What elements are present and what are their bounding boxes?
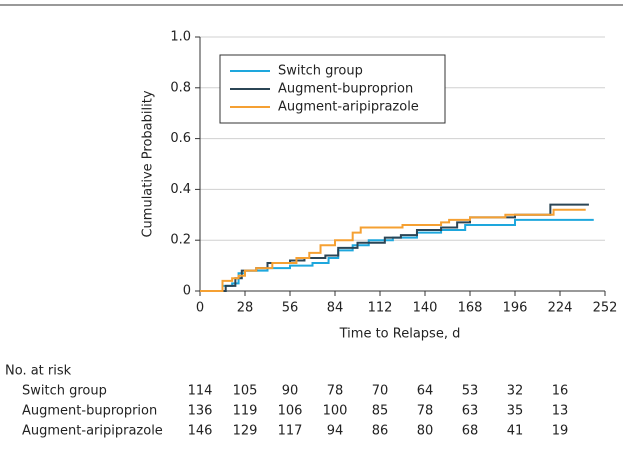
risk-count: 119 [233,404,258,419]
risk-count: 32 [507,384,524,399]
y-tick-label: 0.6 [170,131,191,146]
legend-label: Augment-buproprion [278,82,413,97]
risk-count: 64 [417,384,434,399]
risk-count: 100 [323,404,348,419]
risk-count: 106 [278,404,303,419]
risk-count: 78 [417,404,434,419]
x-tick-label: 168 [458,301,483,316]
risk-count: 136 [188,404,213,419]
risk-count: 63 [462,404,479,419]
risk-table-title: No. at risk [5,364,72,379]
risk-count: 80 [417,424,434,439]
risk-count: 68 [462,424,479,439]
series-line [200,218,594,292]
legend-label: Augment-aripiprazole [278,100,419,115]
y-tick-label: 0.4 [170,182,191,197]
x-tick-label: 224 [548,301,573,316]
risk-count: 117 [278,424,303,439]
risk-count: 114 [188,384,213,399]
x-tick-label: 84 [327,301,344,316]
risk-row-label: Augment-buproprion [22,404,157,419]
risk-count: 16 [552,384,569,399]
risk-count: 90 [282,384,299,399]
y-tick-label: 0 [183,284,191,299]
risk-count: 13 [552,404,569,419]
risk-count: 86 [372,424,389,439]
y-tick-label: 1.0 [170,30,191,45]
risk-count: 146 [188,424,213,439]
x-tick-label: 112 [368,301,393,316]
x-tick-label: 196 [503,301,528,316]
x-tick-label: 28 [237,301,254,316]
risk-row-label: Switch group [22,384,107,399]
risk-count: 53 [462,384,479,399]
risk-count: 94 [327,424,344,439]
series-line [200,208,586,292]
x-axis-title: Time to Relapse, d [339,327,461,342]
risk-count: 19 [552,424,569,439]
series-line [200,203,589,292]
y-tick-label: 0.2 [170,233,191,248]
x-tick-label: 0 [196,301,204,316]
risk-count: 129 [233,424,258,439]
risk-count: 41 [507,424,524,439]
x-tick-label: 56 [282,301,299,316]
risk-count: 35 [507,404,524,419]
y-axis-title: Cumulative Probability [141,90,156,237]
legend-label: Switch group [278,64,363,79]
risk-count: 70 [372,384,389,399]
risk-count: 105 [233,384,258,399]
risk-count: 78 [327,384,344,399]
x-tick-label: 252 [593,301,618,316]
y-tick-label: 0.8 [170,80,191,95]
risk-row-label: Augment-aripiprazole [22,424,163,439]
risk-count: 85 [372,404,389,419]
x-tick-label: 140 [413,301,438,316]
